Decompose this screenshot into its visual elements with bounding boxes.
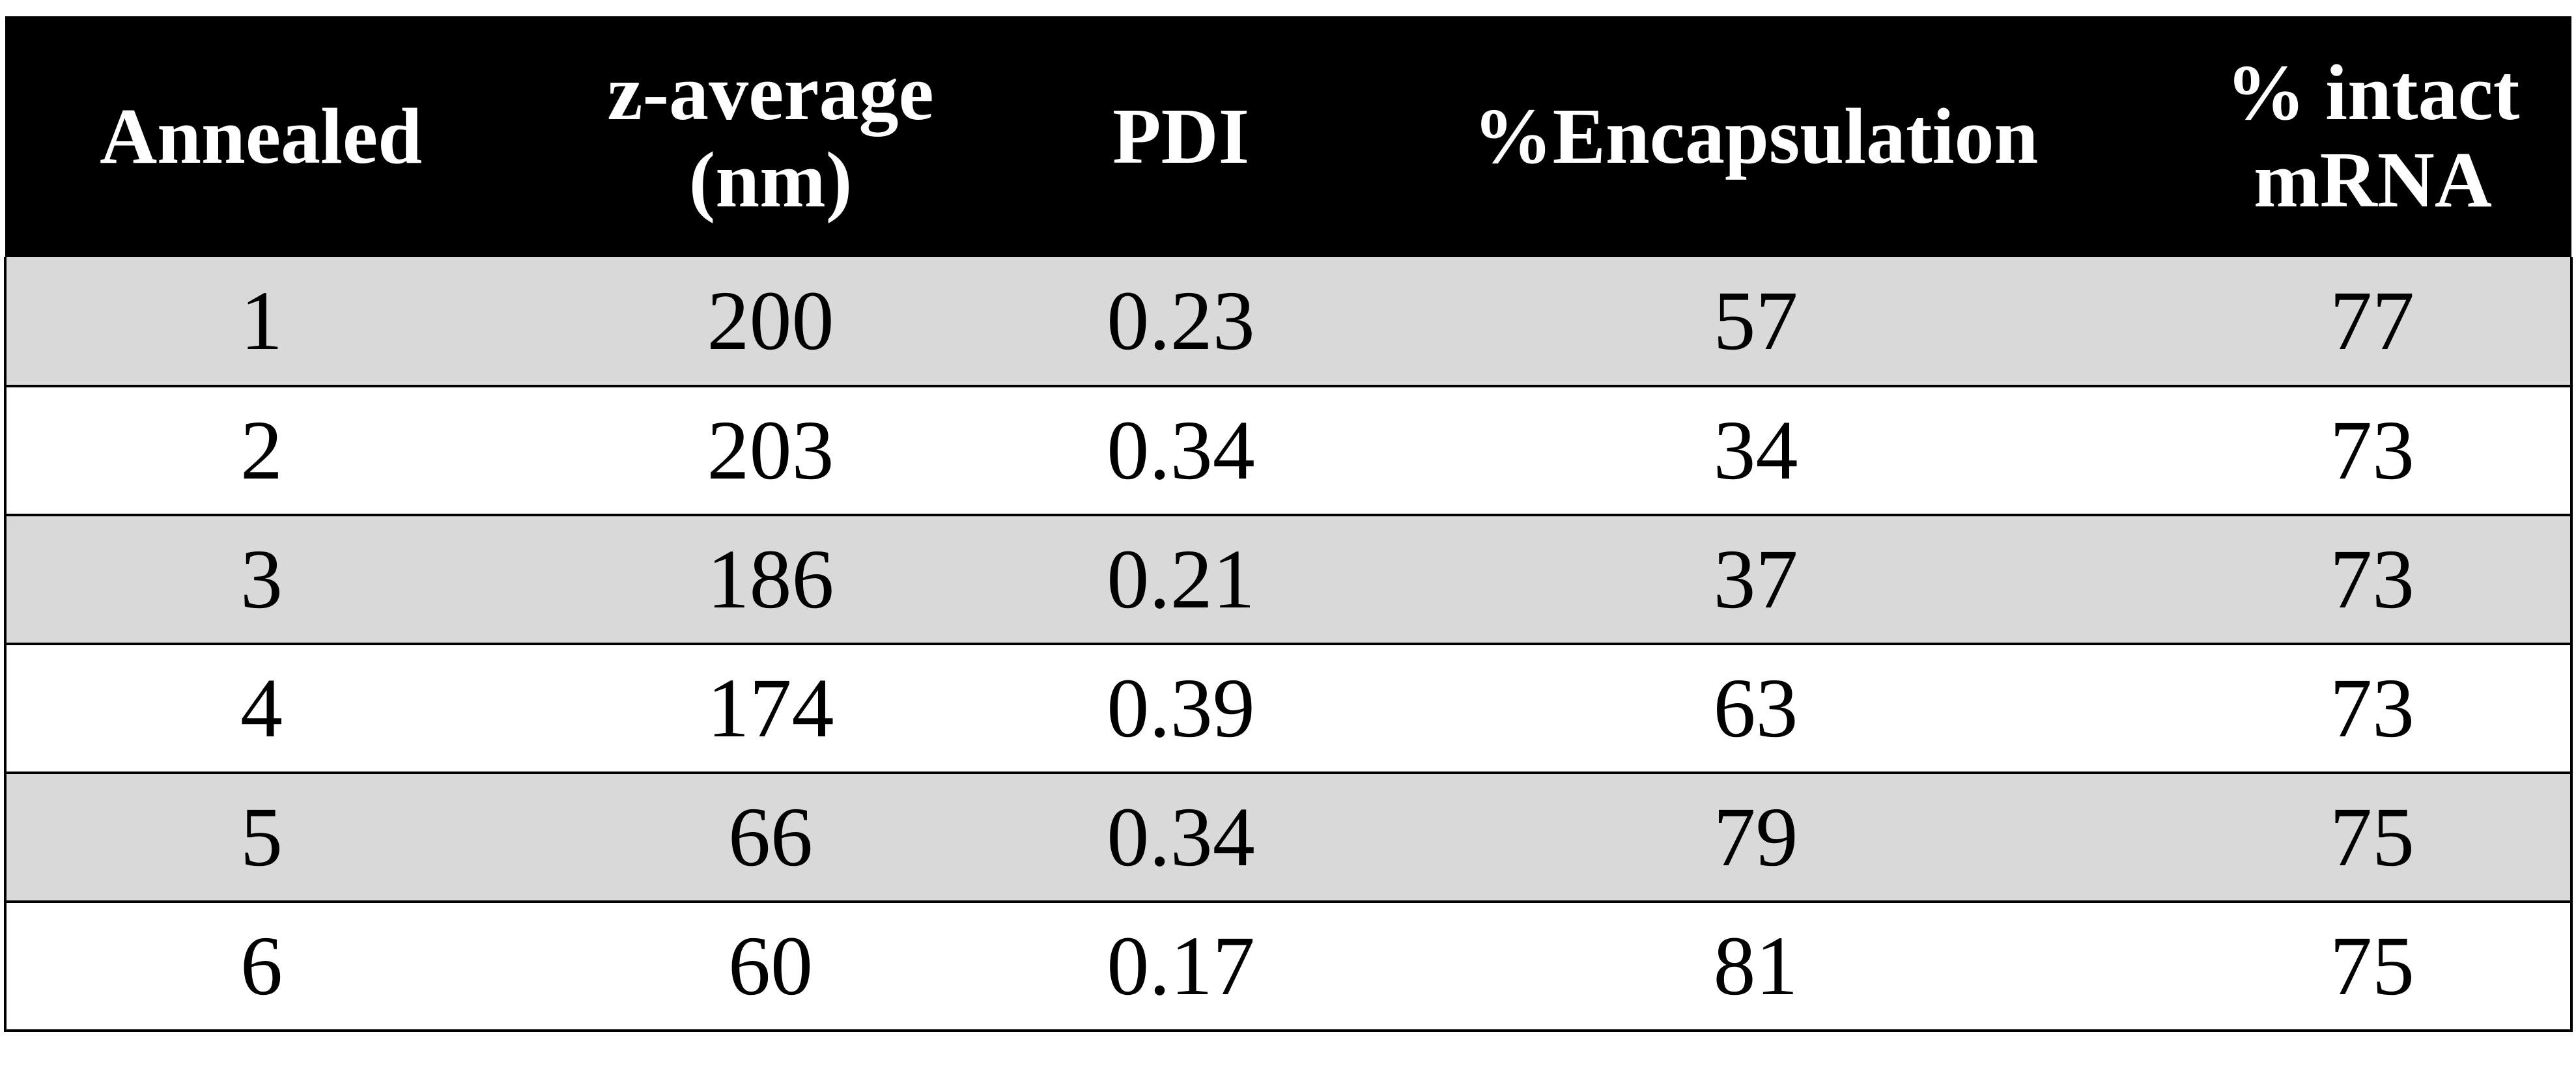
data-table-container: Annealed z-average (nm) PDI %Encapsulati…: [4, 16, 2573, 1032]
table-row: 1 200 0.23 57 77: [4, 257, 2573, 387]
cell-pdi: 0.39: [1025, 644, 1337, 774]
cell-intact-mrna: 73: [2174, 644, 2573, 774]
cell-annealed: 2: [4, 386, 517, 516]
table-body: 1 200 0.23 57 77 2 203 0.34 34 73 3 186 …: [4, 257, 2573, 1032]
table-row: 6 60 0.17 81 75: [4, 902, 2573, 1032]
header-z-average: z-average (nm): [517, 16, 1025, 257]
cell-pdi: 0.21: [1025, 515, 1337, 645]
cell-intact-mrna: 73: [2174, 386, 2573, 516]
header-encapsulation: %Encapsulation: [1337, 16, 2174, 257]
cell-z-average: 66: [517, 773, 1025, 903]
cell-annealed: 5: [4, 773, 517, 903]
header-z-average-line-2: (nm): [688, 136, 853, 224]
cell-pdi: 0.23: [1025, 257, 1337, 387]
cell-encapsulation: 63: [1337, 644, 2174, 774]
cell-pdi: 0.34: [1025, 773, 1337, 903]
header-annealed-line-1: Annealed: [100, 92, 422, 180]
cell-pdi: 0.17: [1025, 902, 1337, 1032]
cell-annealed: 6: [4, 902, 517, 1032]
cell-intact-mrna: 75: [2174, 902, 2573, 1032]
table-row: 2 203 0.34 34 73: [4, 386, 2573, 516]
cell-annealed: 4: [4, 644, 517, 774]
cell-z-average: 200: [517, 257, 1025, 387]
header-intact-mrna: % intact mRNA: [2174, 16, 2571, 257]
cell-z-average: 60: [517, 902, 1025, 1032]
table-row: 3 186 0.21 37 73: [4, 515, 2573, 645]
header-annealed: Annealed: [5, 16, 517, 257]
header-z-average-line-1: z-average: [607, 48, 934, 137]
table-row: 5 66 0.34 79 75: [4, 773, 2573, 903]
cell-intact-mrna: 73: [2174, 515, 2573, 645]
cell-annealed: 1: [4, 257, 517, 387]
data-table: Annealed z-average (nm) PDI %Encapsulati…: [4, 16, 2573, 1032]
cell-encapsulation: 81: [1337, 902, 2174, 1032]
header-row: Annealed z-average (nm) PDI %Encapsulati…: [5, 16, 2571, 257]
header-encapsulation-line-1: %Encapsulation: [1473, 92, 2039, 180]
cell-intact-mrna: 75: [2174, 773, 2573, 903]
cell-z-average: 203: [517, 386, 1025, 516]
table-header: Annealed z-average (nm) PDI %Encapsulati…: [5, 16, 2571, 257]
cell-pdi: 0.34: [1025, 386, 1337, 516]
cell-annealed: 3: [4, 515, 517, 645]
cell-encapsulation: 57: [1337, 257, 2174, 387]
cell-encapsulation: 79: [1337, 773, 2174, 903]
header-pdi-line-1: PDI: [1112, 92, 1250, 180]
header-pdi: PDI: [1025, 16, 1337, 257]
table-row: 4 174 0.39 63 73: [4, 644, 2573, 774]
cell-z-average: 186: [517, 515, 1025, 645]
header-intact-mrna-line-1: % intact: [2226, 48, 2520, 137]
cell-encapsulation: 34: [1337, 386, 2174, 516]
cell-intact-mrna: 77: [2174, 257, 2573, 387]
header-intact-mrna-line-2: mRNA: [2254, 136, 2492, 224]
cell-encapsulation: 37: [1337, 515, 2174, 645]
cell-z-average: 174: [517, 644, 1025, 774]
